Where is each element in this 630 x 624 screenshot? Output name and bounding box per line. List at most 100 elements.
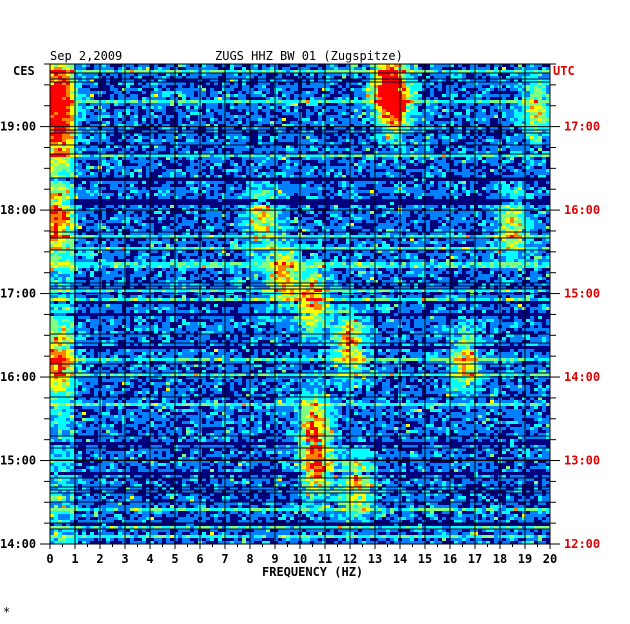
- spectrogram-cell: [350, 190, 354, 193]
- spectrogram-cell: [426, 118, 430, 121]
- spectrogram-cell: [370, 154, 374, 157]
- spectrogram-cell: [374, 112, 378, 115]
- spectrogram-cell: [266, 121, 270, 124]
- spectrogram-cell: [274, 94, 278, 97]
- spectrogram-cell: [58, 178, 62, 181]
- spectrogram-cell: [142, 103, 146, 106]
- spectrogram-cell: [322, 124, 326, 127]
- spectrogram-cell: [58, 160, 62, 163]
- spectrogram-cell: [154, 139, 158, 142]
- spectrogram-cell: [526, 67, 530, 70]
- spectrogram-cell: [266, 229, 270, 232]
- spectrogram-cell: [166, 139, 170, 142]
- spectrogram-cell: [322, 85, 326, 88]
- spectrogram-cell: [438, 193, 442, 196]
- spectrogram-cell: [238, 109, 242, 112]
- spectrogram-cell: [410, 127, 414, 130]
- spectrogram-cell: [278, 187, 282, 190]
- spectrogram-cell: [58, 73, 62, 76]
- spectrogram-cell: [78, 124, 82, 127]
- spectrogram-cell: [418, 151, 422, 154]
- spectrogram-cell: [382, 223, 386, 226]
- spectrogram-cell: [102, 115, 106, 118]
- spectrogram-cell: [286, 136, 290, 139]
- spectrogram-cell: [278, 166, 282, 169]
- spectrogram-cell: [434, 196, 438, 199]
- spectrogram-cell: [118, 229, 122, 232]
- spectrogram-cell: [370, 127, 374, 130]
- spectrogram-cell: [50, 193, 54, 196]
- spectrogram-cell: [366, 124, 370, 127]
- spectrogram-cell: [350, 121, 354, 124]
- spectrogram-cell: [470, 85, 474, 88]
- spectrogram-cell: [426, 205, 430, 208]
- spectrogram-cell: [242, 70, 246, 73]
- spectrogram-cell: [222, 214, 226, 217]
- spectrogram-cell: [150, 127, 154, 130]
- spectrogram-cell: [190, 235, 194, 238]
- spectrogram-cell: [174, 217, 178, 220]
- spectrogram-cell: [462, 205, 466, 208]
- spectrogram-cell: [246, 88, 250, 91]
- spectrogram-cell: [150, 160, 154, 163]
- spectrogram-cell: [382, 211, 386, 214]
- spectrogram-cell: [510, 175, 514, 178]
- spectrogram-cell: [266, 202, 270, 205]
- spectrogram-cell: [54, 178, 58, 181]
- spectrogram-cell: [490, 148, 494, 151]
- spectrogram-cell: [54, 166, 58, 169]
- spectrogram-cell: [358, 226, 362, 229]
- spectrogram-cell: [506, 208, 510, 211]
- spectrogram-cell: [538, 100, 542, 103]
- spectrogram-cell: [54, 79, 58, 82]
- spectrogram-cell: [502, 205, 506, 208]
- spectrogram-cell: [434, 112, 438, 115]
- spectrogram-cell: [286, 124, 290, 127]
- spectrogram-cell: [302, 67, 306, 70]
- spectrogram-cell: [306, 169, 310, 172]
- spectrogram-cell: [450, 181, 454, 184]
- spectrogram-cell: [230, 64, 234, 67]
- spectrogram-cell: [122, 208, 126, 211]
- spectrogram-cell: [258, 136, 262, 139]
- spectrogram-cell: [442, 133, 446, 136]
- spectrogram-cell: [322, 142, 326, 145]
- spectrogram-cell: [82, 67, 86, 70]
- spectrogram-cell: [338, 142, 342, 145]
- spectrogram-cell: [438, 115, 442, 118]
- spectrogram-cell: [130, 175, 134, 178]
- spectrogram-cell: [454, 76, 458, 79]
- spectrogram-cell: [322, 205, 326, 208]
- spectrogram-cell: [222, 205, 226, 208]
- spectrogram-cell: [474, 67, 478, 70]
- spectrogram-cell: [206, 112, 210, 115]
- spectrogram-cell: [410, 64, 414, 67]
- spectrogram-cell: [170, 127, 174, 130]
- spectrogram-cell: [138, 154, 142, 157]
- spectrogram-cell: [414, 136, 418, 139]
- spectrogram-cell: [450, 70, 454, 73]
- spectrogram-cell: [546, 79, 550, 82]
- spectrogram-cell: [74, 193, 78, 196]
- spectrogram-cell: [278, 109, 282, 112]
- spectrogram-cell: [450, 211, 454, 214]
- spectrogram-cell: [418, 127, 422, 130]
- spectrogram-cell: [126, 157, 130, 160]
- spectrogram-cell: [94, 64, 98, 67]
- spectrogram-cell: [546, 211, 550, 214]
- spectrogram-cell: [70, 67, 74, 70]
- spectrogram-cell: [74, 100, 78, 103]
- spectrogram-cell: [118, 139, 122, 142]
- spectrogram-cell: [538, 214, 542, 217]
- spectrogram-cell: [462, 145, 466, 148]
- spectrogram-cell: [70, 205, 74, 208]
- spectrogram-cell: [390, 193, 394, 196]
- spectrogram-cell: [62, 160, 66, 163]
- spectrogram-cell: [314, 70, 318, 73]
- spectrogram-cell: [50, 121, 54, 124]
- spectrogram-cell: [542, 100, 546, 103]
- spectrogram-cell: [422, 214, 426, 217]
- spectrogram-cell: [154, 157, 158, 160]
- spectrogram-cell: [354, 91, 358, 94]
- spectrogram-cell: [430, 175, 434, 178]
